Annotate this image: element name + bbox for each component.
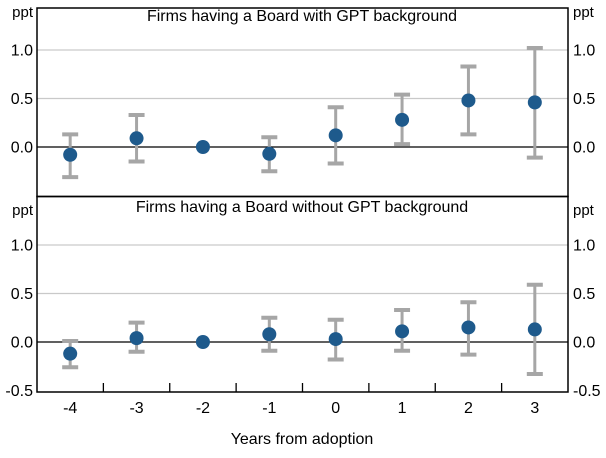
x-axis-title: Years from adoption [231, 431, 374, 448]
y-tick-label: 0.5 [11, 286, 33, 303]
x-tick-label: -2 [196, 400, 210, 417]
data-point [461, 93, 476, 108]
data-point [63, 346, 78, 361]
panels-layer: 1.0 1.0 0.5 0.5 0.0 0.0 1.0 1.0 0.5 0.5 0.0 0.0 -0.5… [5, 7, 601, 417]
panel-border [36, 7, 569, 198]
y-tick-label: -0.5 [5, 383, 33, 400]
y-tick-label: 0.0 [11, 335, 33, 352]
data-point [527, 95, 542, 110]
y-tick-label: 0.5 [573, 286, 595, 303]
x-tick-label: -1 [262, 400, 276, 417]
y-tick-label: 1.0 [11, 43, 33, 60]
data-point [129, 331, 144, 346]
data-point [395, 324, 410, 339]
y-axis-unit-label-top-right: ppt [573, 4, 595, 21]
y-axis-unit-label-bottom-right: ppt [573, 202, 595, 219]
panel-border [36, 195, 569, 393]
y-tick-label: -0.5 [573, 383, 601, 400]
x-tick-label: 0 [331, 400, 340, 417]
data-point [195, 335, 210, 349]
data-point [63, 147, 78, 162]
data-point [328, 128, 343, 143]
x-tick-label: -3 [129, 400, 143, 417]
y-tick-label: 1.0 [573, 238, 595, 255]
y-tick-label: 1.0 [11, 238, 33, 255]
data-point [328, 332, 343, 347]
panel1-title: Firms having a Board with GPT background [147, 8, 457, 25]
y-axis-unit-label-top-left: ppt [12, 4, 34, 21]
y-tick-label: 0.5 [573, 91, 595, 108]
data-point [461, 320, 476, 335]
data-point [527, 322, 542, 337]
x-tick-label: 1 [398, 400, 407, 417]
x-tick-label: -4 [63, 400, 77, 417]
x-tick-label: 3 [530, 400, 539, 417]
y-axis-unit-label-bottom-left: ppt [12, 202, 34, 219]
panel2-title: Firms having a Board without GPT backgro… [136, 199, 468, 216]
y-tick-label: 0.0 [573, 335, 595, 352]
data-point [395, 112, 410, 127]
data-point [129, 131, 144, 146]
y-tick-label: 1.0 [573, 43, 595, 60]
data-point [262, 327, 277, 342]
x-tick-label: 2 [464, 400, 473, 417]
data-point [195, 140, 210, 154]
data-point [262, 146, 277, 161]
y-tick-label: 0.5 [11, 91, 33, 108]
y-tick-label: 0.0 [573, 140, 595, 157]
y-tick-label: 0.0 [11, 140, 33, 157]
